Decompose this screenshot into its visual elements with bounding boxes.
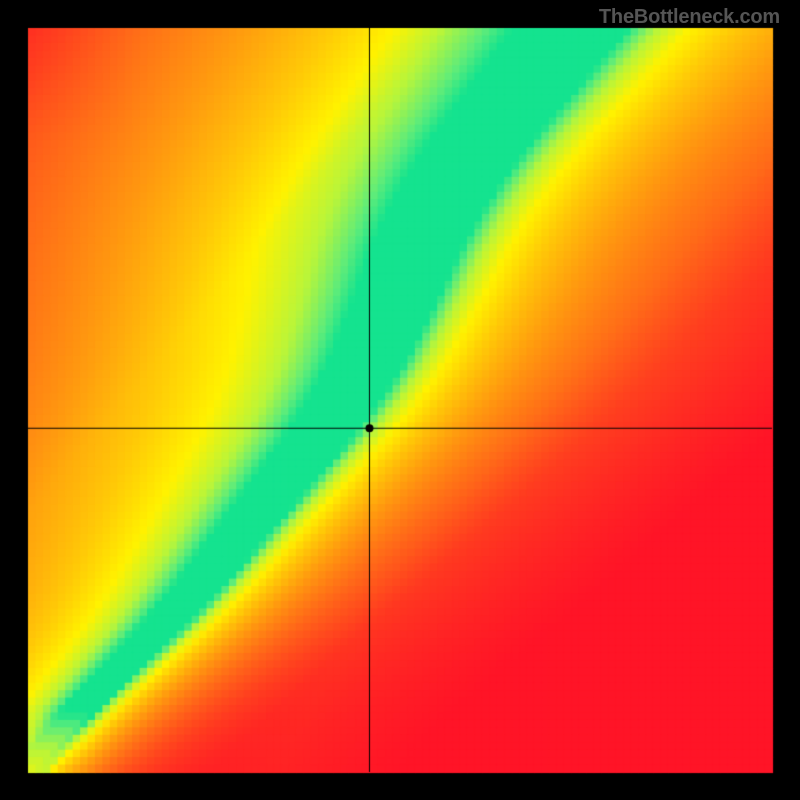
- bottleneck-heatmap: [0, 0, 800, 800]
- watermark-text: TheBottleneck.com: [599, 6, 780, 29]
- chart-container: TheBottleneck.com: [0, 0, 800, 800]
